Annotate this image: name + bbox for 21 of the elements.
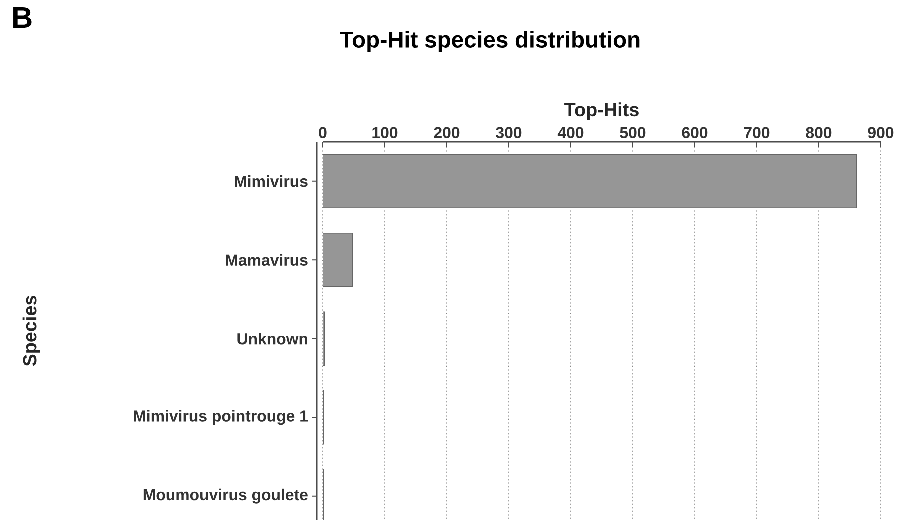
y-tick-label: Mimivirus pointrouge 1 — [134, 410, 308, 426]
y-tick-label: Mamavirus — [226, 254, 308, 266]
x-tick-label: 500 — [620, 127, 646, 138]
x-axis-title: Top-Hits — [564, 102, 639, 120]
y-tick-label: Mimivirus — [235, 176, 308, 188]
x-tick-label: 400 — [558, 127, 584, 138]
x-tick-label: 100 — [372, 127, 398, 138]
x-tick-label: 600 — [682, 127, 708, 138]
bar — [323, 232, 354, 288]
x-tick-label: 200 — [434, 127, 460, 138]
x-tick-label: 300 — [496, 127, 522, 138]
x-tick-label: 700 — [744, 127, 770, 138]
y-tick-label: Moumouvirus goulete — [144, 488, 308, 504]
x-tick-label: 0 — [319, 127, 327, 138]
y-tick-label: Unknown — [238, 333, 308, 345]
bar — [323, 154, 858, 209]
x-tick-label: 800 — [806, 127, 832, 138]
text: B — [14, 8, 32, 28]
chart-title: Top-Hit species distribution — [340, 31, 640, 52]
x-tick-label: 900 — [868, 127, 894, 138]
y-axis-title: Species — [22, 296, 40, 366]
